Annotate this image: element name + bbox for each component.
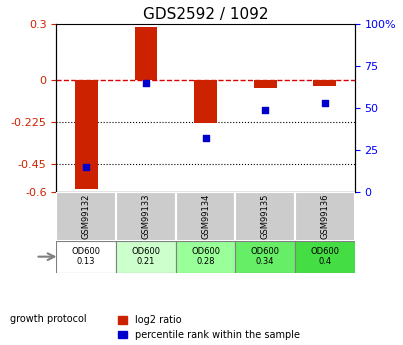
- Point: [143, 80, 149, 86]
- Text: OD600
0.28: OD600 0.28: [191, 247, 220, 266]
- Point: [262, 107, 268, 112]
- Bar: [314, 80, 336, 86]
- Text: GSM99133: GSM99133: [141, 194, 150, 239]
- FancyBboxPatch shape: [176, 241, 235, 273]
- Point: [83, 164, 89, 170]
- Text: GSM99135: GSM99135: [261, 194, 270, 239]
- Text: OD600
0.4: OD600 0.4: [310, 247, 339, 266]
- Bar: [254, 80, 276, 88]
- Title: GDS2592 / 1092: GDS2592 / 1092: [143, 7, 268, 22]
- FancyBboxPatch shape: [235, 241, 295, 273]
- FancyBboxPatch shape: [56, 192, 116, 241]
- Text: OD600
0.21: OD600 0.21: [131, 247, 160, 266]
- FancyBboxPatch shape: [56, 241, 116, 273]
- Point: [322, 100, 328, 106]
- Text: growth protocol: growth protocol: [10, 314, 87, 324]
- FancyBboxPatch shape: [176, 192, 235, 241]
- Bar: [75, 80, 98, 188]
- Text: GSM99136: GSM99136: [320, 194, 329, 239]
- FancyBboxPatch shape: [295, 241, 355, 273]
- Bar: [135, 27, 157, 80]
- FancyBboxPatch shape: [116, 192, 176, 241]
- Text: GSM99134: GSM99134: [201, 194, 210, 239]
- Text: OD600
0.13: OD600 0.13: [72, 247, 101, 266]
- Text: OD600
0.34: OD600 0.34: [251, 247, 280, 266]
- FancyBboxPatch shape: [295, 192, 355, 241]
- Text: GSM99132: GSM99132: [82, 194, 91, 239]
- Bar: [194, 80, 217, 123]
- FancyBboxPatch shape: [116, 241, 176, 273]
- Legend: log2 ratio, percentile rank within the sample: log2 ratio, percentile rank within the s…: [118, 315, 300, 340]
- FancyBboxPatch shape: [235, 192, 295, 241]
- Point: [202, 136, 209, 141]
